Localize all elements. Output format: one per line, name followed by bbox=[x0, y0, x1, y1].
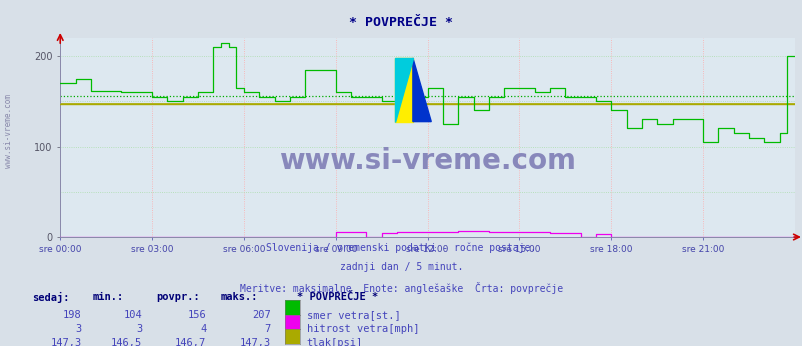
Text: maks.:: maks.: bbox=[221, 292, 258, 302]
Text: www.si-vreme.com: www.si-vreme.com bbox=[3, 94, 13, 169]
Text: www.si-vreme.com: www.si-vreme.com bbox=[279, 147, 575, 175]
Text: 147,3: 147,3 bbox=[51, 338, 82, 346]
Text: Meritve: maksimalne  Enote: anglešaške  Črta: povprečje: Meritve: maksimalne Enote: anglešaške Čr… bbox=[240, 282, 562, 294]
Text: * POVPREČJE *: * POVPREČJE * bbox=[297, 292, 378, 302]
Polygon shape bbox=[394, 58, 412, 122]
Text: hitrost vetra[mph]: hitrost vetra[mph] bbox=[306, 324, 419, 334]
Text: 4: 4 bbox=[200, 324, 206, 334]
Text: povpr.:: povpr.: bbox=[156, 292, 200, 302]
Text: 146,5: 146,5 bbox=[111, 338, 142, 346]
Text: 147,3: 147,3 bbox=[239, 338, 270, 346]
Text: 156: 156 bbox=[188, 310, 206, 320]
Text: 207: 207 bbox=[252, 310, 270, 320]
Text: tlak[psi]: tlak[psi] bbox=[306, 338, 363, 346]
Text: Slovenija / vremenski podatki - ročne postaje.: Slovenija / vremenski podatki - ročne po… bbox=[266, 242, 536, 253]
Text: 7: 7 bbox=[264, 324, 270, 334]
Text: 104: 104 bbox=[124, 310, 142, 320]
Text: 198: 198 bbox=[63, 310, 82, 320]
Text: smer vetra[st.]: smer vetra[st.] bbox=[306, 310, 400, 320]
Text: * POVPREČJE *: * POVPREČJE * bbox=[349, 16, 453, 29]
Polygon shape bbox=[394, 58, 412, 122]
Text: zadnji dan / 5 minut.: zadnji dan / 5 minut. bbox=[339, 262, 463, 272]
Polygon shape bbox=[412, 58, 431, 122]
Text: min.:: min.: bbox=[92, 292, 124, 302]
Text: sedaj:: sedaj: bbox=[32, 292, 70, 303]
Text: 3: 3 bbox=[75, 324, 82, 334]
Text: 3: 3 bbox=[136, 324, 142, 334]
Text: 146,7: 146,7 bbox=[175, 338, 206, 346]
